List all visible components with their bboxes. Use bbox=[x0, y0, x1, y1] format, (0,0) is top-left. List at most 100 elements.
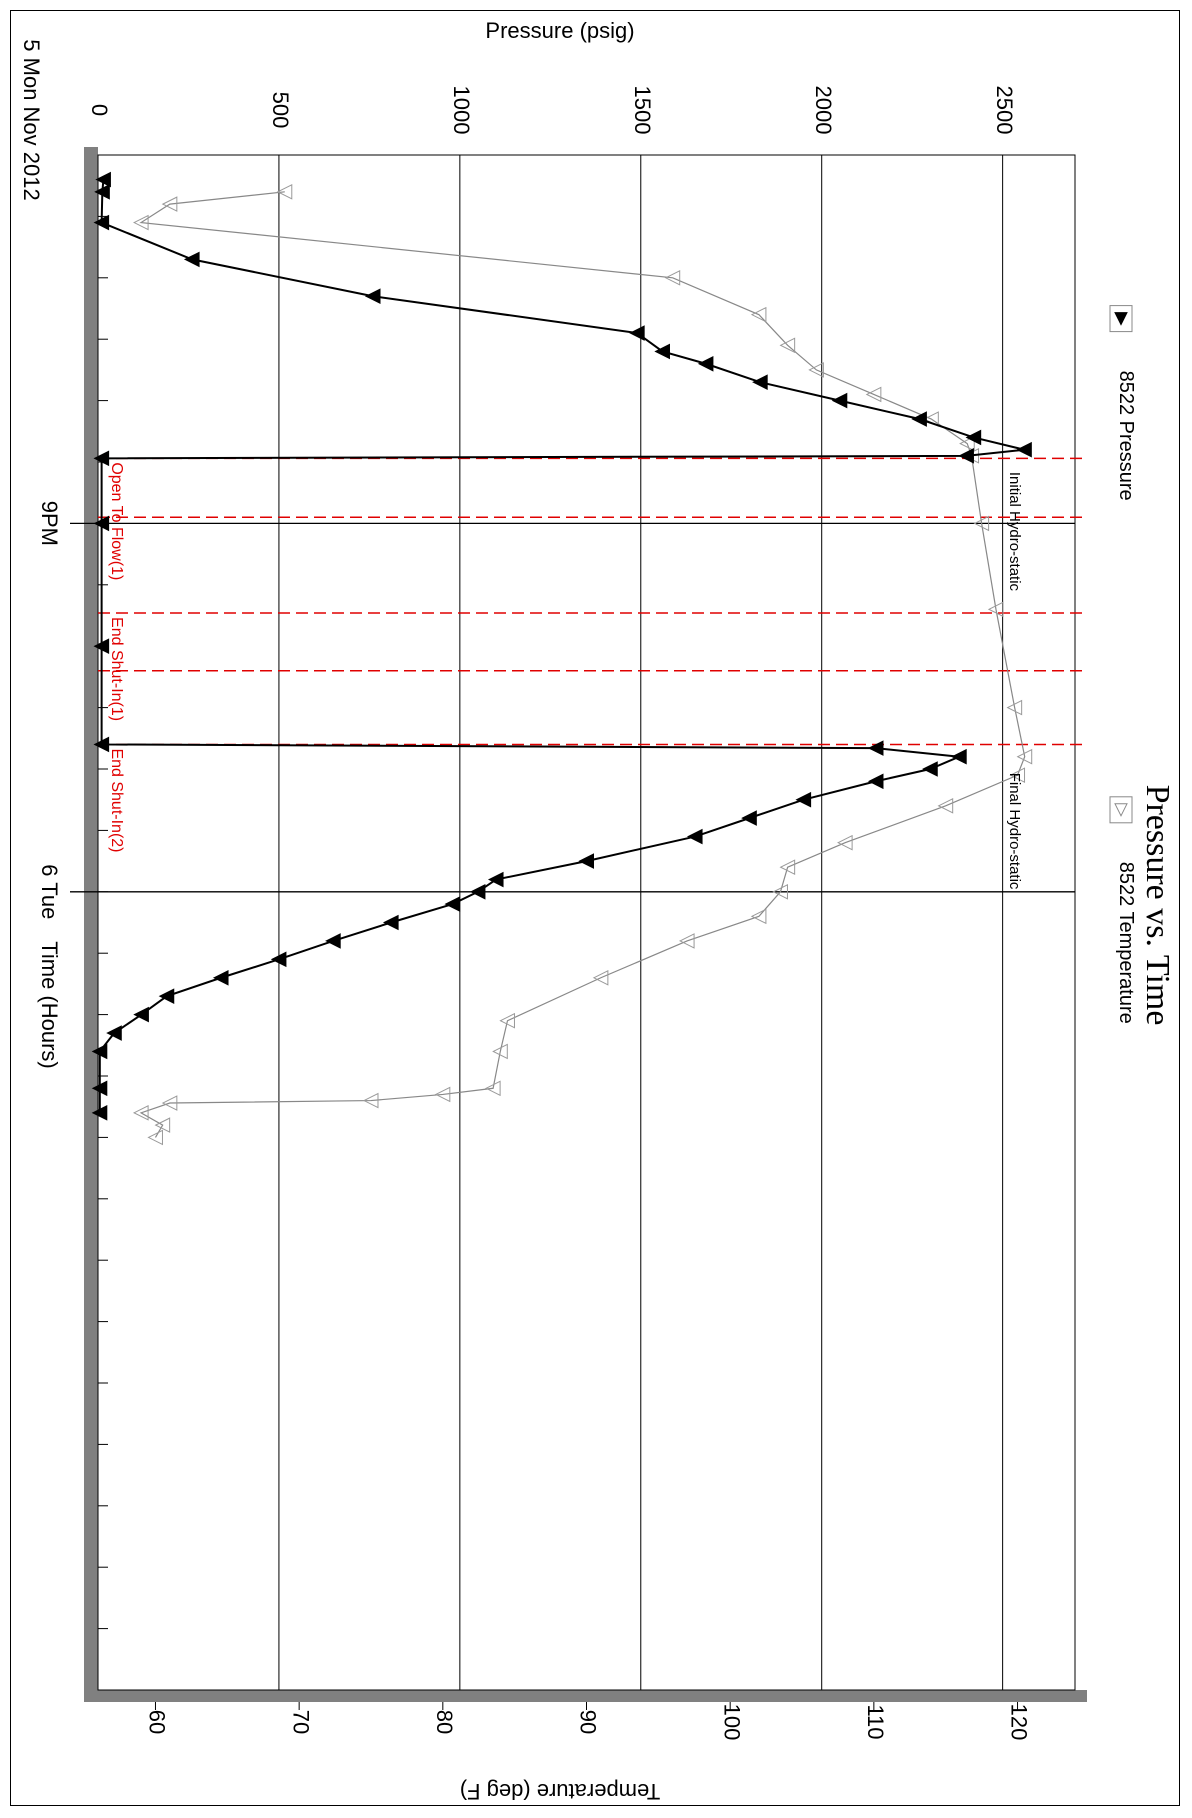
event-label: End Shut-In(1) bbox=[108, 617, 125, 721]
pressure-point bbox=[106, 1025, 122, 1041]
temperature-point bbox=[973, 515, 990, 532]
pressure-point bbox=[444, 896, 461, 912]
temperature-point bbox=[750, 306, 767, 323]
temperature-point bbox=[132, 1105, 149, 1121]
temperature-point bbox=[161, 1095, 178, 1111]
temperature-point bbox=[592, 969, 609, 986]
legend-label: 8522 Pressure bbox=[1115, 371, 1137, 501]
temperature-point bbox=[362, 1092, 379, 1109]
pressure-point bbox=[93, 515, 110, 532]
temperature-point bbox=[154, 1117, 171, 1133]
pressure-point bbox=[183, 251, 200, 268]
pressure-point bbox=[94, 184, 110, 200]
temperature-point bbox=[484, 1080, 501, 1097]
pressure-point bbox=[795, 791, 812, 808]
temperature-point bbox=[808, 362, 824, 378]
legend-label: 8522 Temperature bbox=[1115, 862, 1137, 1024]
pressure-point bbox=[382, 914, 399, 931]
legend-swatch bbox=[1109, 796, 1133, 824]
temperature-tick-label: 100 bbox=[719, 1704, 744, 1741]
event-label: Open To Flow(1) bbox=[108, 462, 125, 580]
pressure-tick-label: 0 bbox=[87, 104, 112, 116]
temperature-tick-label: 90 bbox=[576, 1710, 601, 1734]
temperature-point bbox=[434, 1086, 451, 1103]
temperature-point bbox=[678, 933, 695, 949]
annotation-label: Initial Hydro-static bbox=[1006, 472, 1023, 592]
pressure-point bbox=[91, 1080, 108, 1097]
event-label: End Shut-In(2) bbox=[108, 748, 125, 852]
pressure-point bbox=[654, 343, 670, 360]
temperature-point bbox=[779, 859, 796, 876]
time-tick-label: 6 Tue bbox=[37, 864, 62, 919]
pressure-point bbox=[867, 740, 884, 756]
temperature-point bbox=[147, 1129, 163, 1146]
temperature-point bbox=[959, 435, 975, 452]
temperature-point bbox=[937, 798, 954, 814]
pressure-point bbox=[93, 450, 110, 467]
pressure-point bbox=[364, 288, 381, 305]
temperature-point bbox=[750, 908, 767, 925]
pressure-point bbox=[965, 429, 982, 446]
pressure-point bbox=[697, 355, 714, 372]
temperature-tick-label: 80 bbox=[432, 1710, 457, 1734]
temperature-axis-title: Temperature (deg F) bbox=[460, 1779, 661, 1804]
pressure-point bbox=[578, 853, 594, 869]
temperature-point bbox=[772, 883, 788, 900]
temperature-point bbox=[865, 386, 882, 403]
pressure-tick-label: 500 bbox=[268, 92, 293, 129]
pressure-point bbox=[741, 810, 757, 826]
temperature-tick-label: 70 bbox=[288, 1710, 313, 1734]
pressure-axis-title: Pressure (psig) bbox=[485, 18, 634, 43]
pressure-point bbox=[629, 325, 645, 341]
pressure-point bbox=[922, 761, 938, 777]
pressure-point bbox=[487, 871, 504, 888]
temperature-point bbox=[836, 834, 853, 851]
pressure-point bbox=[911, 411, 927, 427]
plot-shadow-left bbox=[84, 147, 98, 1690]
plot-area bbox=[97, 154, 1076, 1691]
temperature-point bbox=[161, 196, 178, 212]
temperature-tick-label: 120 bbox=[1007, 1704, 1032, 1741]
pressure-point bbox=[133, 1006, 149, 1023]
temperature-point bbox=[779, 337, 796, 354]
temperature-point bbox=[1009, 767, 1026, 783]
time-tick-label: 9PM bbox=[37, 501, 62, 546]
temperature-point bbox=[499, 1012, 515, 1029]
pressure-point bbox=[752, 374, 768, 390]
pressure-tick-label: 1500 bbox=[630, 86, 655, 135]
temperature-tick-label: 110 bbox=[863, 1704, 888, 1739]
pressure-point bbox=[158, 988, 175, 1004]
time-axis-title: Time (Hours) bbox=[37, 941, 62, 1069]
pressure-point bbox=[1016, 441, 1032, 458]
temperature-point bbox=[492, 1043, 508, 1060]
pressure-point bbox=[93, 214, 110, 231]
temperature-series-line bbox=[139, 191, 1026, 1138]
plot-shadow-bottom bbox=[84, 1690, 1087, 1702]
chart-title: Pressure vs. Time bbox=[1139, 785, 1176, 1026]
temperature-point bbox=[987, 601, 1004, 618]
legend-marker bbox=[1114, 803, 1128, 817]
pressure-tick-label: 1000 bbox=[449, 86, 474, 135]
pressure-point bbox=[95, 171, 111, 188]
pressure-point bbox=[686, 828, 703, 845]
date-label: 5 Mon Nov 2012 bbox=[19, 39, 44, 200]
pressure-tick-label: 2500 bbox=[992, 86, 1017, 135]
temperature-tick-label: 60 bbox=[145, 1710, 170, 1734]
pressure-point bbox=[951, 748, 967, 765]
pressure-point bbox=[958, 448, 974, 464]
pressure-point bbox=[91, 1043, 108, 1060]
temperature-point bbox=[1006, 699, 1023, 716]
pressure-point bbox=[831, 392, 848, 409]
annotation-label: Final Hydro-static bbox=[1006, 773, 1023, 890]
temperature-point bbox=[276, 184, 293, 200]
pressure-point bbox=[867, 773, 884, 790]
pressure-point bbox=[270, 951, 287, 968]
pressure-point bbox=[325, 933, 341, 949]
temperature-point bbox=[132, 214, 149, 231]
pressure-point bbox=[93, 638, 110, 655]
legend-marker bbox=[1114, 312, 1128, 326]
pressure-point bbox=[93, 736, 110, 753]
pressure-point bbox=[91, 1105, 108, 1121]
pressure-point bbox=[469, 883, 486, 900]
